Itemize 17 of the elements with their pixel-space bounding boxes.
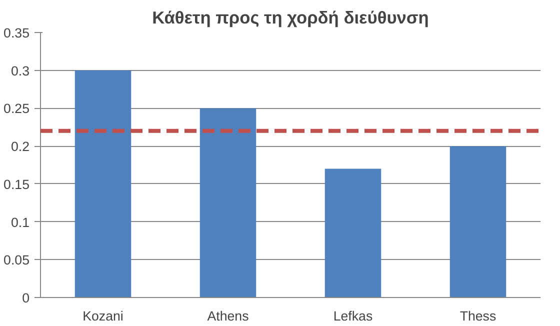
- bar: [74, 70, 132, 298]
- y-tick-label: 0.3: [10, 63, 30, 78]
- bar: [324, 168, 382, 298]
- y-tick-label: 0.2: [10, 139, 30, 154]
- bar: [200, 108, 256, 298]
- bar: [450, 146, 506, 298]
- y-tick-label: 0.05: [4, 252, 30, 268]
- chart-title: Κάθετη προς τη χορδή διεύθυνση: [152, 8, 429, 28]
- x-tick-label: Athens: [207, 308, 250, 324]
- x-tick-label: Lefkas: [333, 308, 373, 324]
- y-tick-label: 0: [22, 290, 30, 306]
- y-tick-label: 0.35: [4, 26, 30, 40]
- y-tick-label: 0.15: [4, 176, 30, 192]
- y-tick-label: 0.1: [10, 214, 30, 230]
- x-tick-label: Kozani: [82, 308, 124, 324]
- y-tick-label: 0.25: [4, 101, 30, 116]
- x-tick-label: Thess: [460, 308, 496, 324]
